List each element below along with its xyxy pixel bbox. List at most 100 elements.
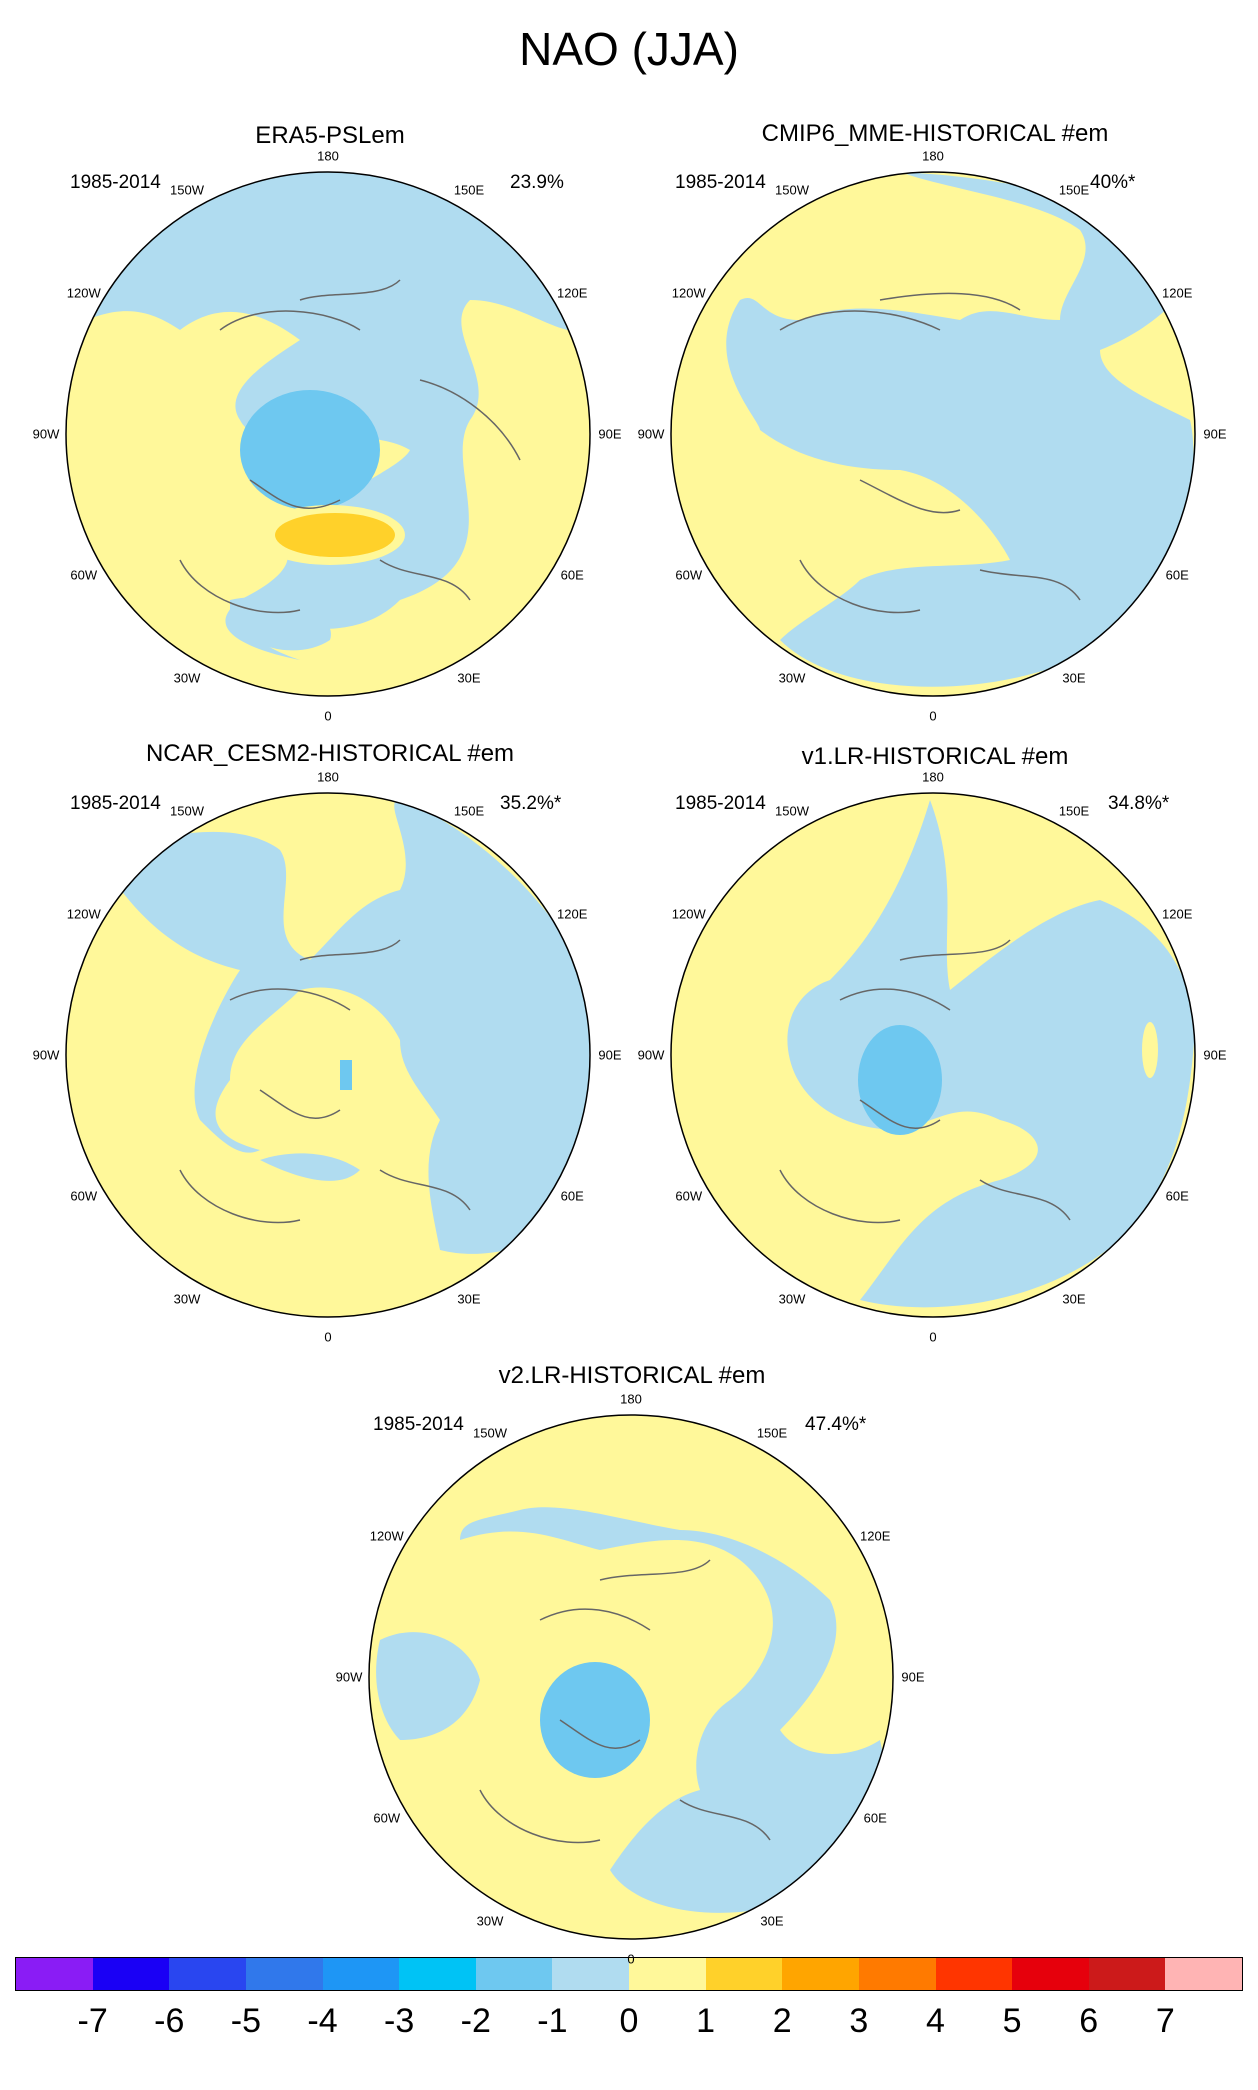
longitude-label: 120W	[671, 906, 706, 922]
colorbar-tick-label: -1	[537, 2002, 568, 2040]
colorbar-cell	[1012, 1958, 1089, 1990]
panel-variance: 35.2%*	[500, 793, 562, 814]
colorbar-cell	[629, 1958, 706, 1990]
longitude-label: 150E	[756, 1425, 788, 1441]
longitude-label: 60W	[675, 567, 703, 583]
colorbar-cell	[245, 1958, 323, 1990]
longitude-label: 180	[317, 769, 339, 785]
colorbar-cell	[169, 1958, 246, 1990]
longitude-label: 180	[922, 148, 944, 164]
negative-core	[858, 1025, 942, 1135]
colorbar-tick-label: 4	[926, 2002, 945, 2040]
colorbar-cell	[475, 1958, 553, 1990]
colorbar-tick-label: 0	[619, 2002, 639, 2040]
colorbar-tick-label: 6	[1079, 2002, 1099, 2040]
colorbar-tick-label: -6	[154, 2002, 185, 2040]
map-panel-era5	[66, 172, 590, 696]
coastline	[179, 939, 471, 1224]
longitude-label: 30E	[457, 1291, 481, 1307]
panel-title: ERA5-PSLem	[255, 122, 405, 149]
longitude-label: 150W	[775, 803, 809, 819]
negative-anomaly-region	[260, 1153, 360, 1181]
longitude-label: 150E	[1058, 182, 1090, 198]
colorbar-cell	[1165, 1958, 1242, 1990]
longitude-label: 60W	[70, 1188, 98, 1204]
longitude-label: 120W	[66, 285, 101, 301]
longitude-label: 180	[317, 148, 339, 164]
colorbar-tick-label: 3	[849, 2002, 869, 2040]
coastline	[179, 279, 521, 614]
longitude-label: 90E	[1203, 1047, 1227, 1063]
longitude-label: 30E	[760, 1913, 784, 1929]
longitude-label: 30W	[778, 670, 806, 686]
longitude-label: 180	[620, 1391, 642, 1407]
colorbar-tick-label: -7	[77, 2002, 108, 2040]
negative-core	[340, 1060, 352, 1090]
negative-anomaly-region	[100, 800, 590, 1254]
longitude-label: 60W	[70, 567, 98, 583]
positive-region	[1142, 1022, 1158, 1078]
longitude-label: 120W	[66, 906, 101, 922]
longitude-label: 150E	[1058, 803, 1090, 819]
longitude-label: 60E	[1165, 567, 1189, 583]
map-panel-cmip6	[671, 172, 1195, 696]
longitude-label: 90W	[637, 426, 665, 442]
colorbar-tick-label: 7	[1155, 2002, 1175, 2040]
longitude-label: 150W	[170, 182, 204, 198]
polar-maps	[65, 171, 1196, 1940]
coastline	[779, 939, 1071, 1224]
longitude-label: 30E	[457, 670, 481, 686]
longitude-label: 150E	[453, 803, 485, 819]
panel-period: 1985-2014	[675, 172, 766, 193]
map-boundary	[65, 792, 591, 1318]
longitude-label: 90E	[598, 426, 622, 442]
longitude-label: 30W	[173, 1291, 201, 1307]
panel-variance: 40%*	[1090, 172, 1136, 193]
colorbar-tick-label: 2	[772, 2002, 792, 2040]
colorbar-cell	[1088, 1958, 1166, 1990]
panel-variance: 23.9%	[510, 172, 564, 193]
longitude-label: 0	[324, 708, 332, 724]
negative-anomaly-region	[460, 1507, 884, 1913]
longitude-label: 120W	[671, 285, 706, 301]
panel-title: v2.LR-HISTORICAL #em	[498, 1362, 766, 1389]
longitude-label: 90E	[598, 1047, 622, 1063]
colorbar-tick-label: -5	[230, 2002, 261, 2040]
colorbar	[15, 1957, 1243, 1991]
longitude-label: 90W	[637, 1047, 665, 1063]
longitude-label: 0	[324, 1329, 332, 1345]
positive-core	[275, 513, 395, 557]
panel-variance: 47.4%*	[805, 1414, 867, 1435]
colorbar-cell	[782, 1958, 859, 1990]
colorbar-cell	[935, 1958, 1013, 1990]
map-panel-ncar-cesm2	[66, 793, 590, 1317]
colorbar-cell	[16, 1958, 93, 1990]
colorbar-tick-label: 1	[696, 2002, 716, 2040]
longitude-label: 60W	[675, 1188, 703, 1204]
colorbar-tick-label: -2	[460, 2002, 491, 2040]
longitude-label: 120E	[860, 1528, 891, 1544]
panel-period: 1985-2014	[675, 793, 766, 814]
longitude-label: 150W	[170, 803, 204, 819]
figure-title: NAO (JJA)	[519, 23, 739, 75]
negative-core	[540, 1662, 650, 1778]
panel-title: v1.LR-HISTORICAL #em	[801, 743, 1069, 770]
longitude-label: 150W	[473, 1425, 507, 1441]
colorbar-cell	[858, 1958, 936, 1990]
coastline	[479, 1559, 771, 1844]
panel-period: 1985-2014	[70, 172, 161, 193]
colorbar-cell	[705, 1958, 783, 1990]
map-boundary	[670, 171, 1196, 697]
longitude-label: 30W	[173, 670, 201, 686]
panel-variance: 34.8%*	[1108, 793, 1170, 814]
map-boundary	[368, 1414, 894, 1940]
negative-anomaly-region	[376, 1632, 480, 1740]
longitude-label: 120E	[1162, 285, 1193, 301]
colorbar-cell	[399, 1958, 476, 1990]
longitude-label: 60W	[373, 1810, 401, 1826]
map-panel-v2-lr	[369, 1415, 893, 1939]
longitude-label: 0	[929, 1329, 937, 1345]
colorbar-tick-label: 5	[1002, 2002, 1022, 2040]
negative-anomaly-region	[726, 172, 1194, 687]
